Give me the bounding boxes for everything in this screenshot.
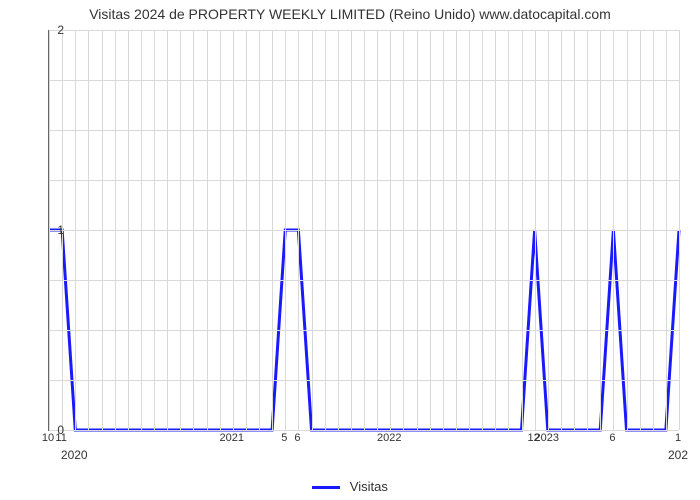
legend: Visitas	[0, 479, 700, 494]
gridline-v	[443, 30, 444, 430]
legend-label: Visitas	[350, 479, 388, 494]
x-tick-label: 2023	[535, 432, 559, 444]
gridline-v	[561, 30, 562, 430]
gridline-v	[574, 30, 575, 430]
gridline-v	[508, 30, 509, 430]
gridline-v	[627, 30, 628, 430]
gridline-v	[259, 30, 260, 430]
gridline-v	[640, 30, 641, 430]
gridline-v	[390, 30, 391, 430]
gridline-h	[49, 430, 679, 431]
gridline-v	[167, 30, 168, 430]
gridline-v	[298, 30, 299, 430]
gridline-v	[246, 30, 247, 430]
gridline-v	[364, 30, 365, 430]
gridline-v	[613, 30, 614, 430]
gridline-v	[351, 30, 352, 430]
x-tick-label: 6	[609, 432, 615, 444]
x-year-label: 2020	[61, 448, 88, 462]
chart-title: Visitas 2024 de PROPERTY WEEKLY LIMITED …	[0, 6, 700, 22]
x-tick-label: 1	[675, 432, 681, 444]
gridline-v	[115, 30, 116, 430]
gridline-v	[75, 30, 76, 430]
gridline-v	[325, 30, 326, 430]
y-tick-label: 2	[34, 23, 64, 37]
x-tick-label: 10	[42, 432, 54, 444]
gridline-v	[102, 30, 103, 430]
plot-area	[48, 30, 679, 431]
gridline-v	[141, 30, 142, 430]
gridline-v	[403, 30, 404, 430]
gridline-v	[653, 30, 654, 430]
x-tick-label: 2021	[220, 432, 244, 444]
gridline-v	[193, 30, 194, 430]
legend-swatch	[312, 486, 340, 489]
gridline-v	[180, 30, 181, 430]
gridline-v	[417, 30, 418, 430]
gridline-v	[587, 30, 588, 430]
gridline-v	[88, 30, 89, 430]
gridline-v	[154, 30, 155, 430]
gridline-v	[233, 30, 234, 430]
gridline-v	[272, 30, 273, 430]
gridline-v	[430, 30, 431, 430]
gridline-v	[312, 30, 313, 430]
gridline-v	[469, 30, 470, 430]
gridline-v	[285, 30, 286, 430]
gridline-v	[666, 30, 667, 430]
gridline-v	[128, 30, 129, 430]
x-year-label: 202	[668, 448, 688, 462]
gridline-v	[207, 30, 208, 430]
gridline-v	[679, 30, 680, 430]
gridline-v	[548, 30, 549, 430]
gridline-v	[535, 30, 536, 430]
gridline-v	[220, 30, 221, 430]
gridline-v	[522, 30, 523, 430]
gridline-v	[377, 30, 378, 430]
gridline-v	[338, 30, 339, 430]
gridline-v	[482, 30, 483, 430]
x-tick-label: 6	[294, 432, 300, 444]
gridline-v	[600, 30, 601, 430]
x-tick-label: 2022	[377, 432, 401, 444]
x-tick-label: 11	[55, 432, 66, 444]
gridline-v	[456, 30, 457, 430]
gridline-v	[495, 30, 496, 430]
x-tick-label: 5	[281, 432, 287, 444]
y-tick-label: 1	[34, 223, 64, 237]
